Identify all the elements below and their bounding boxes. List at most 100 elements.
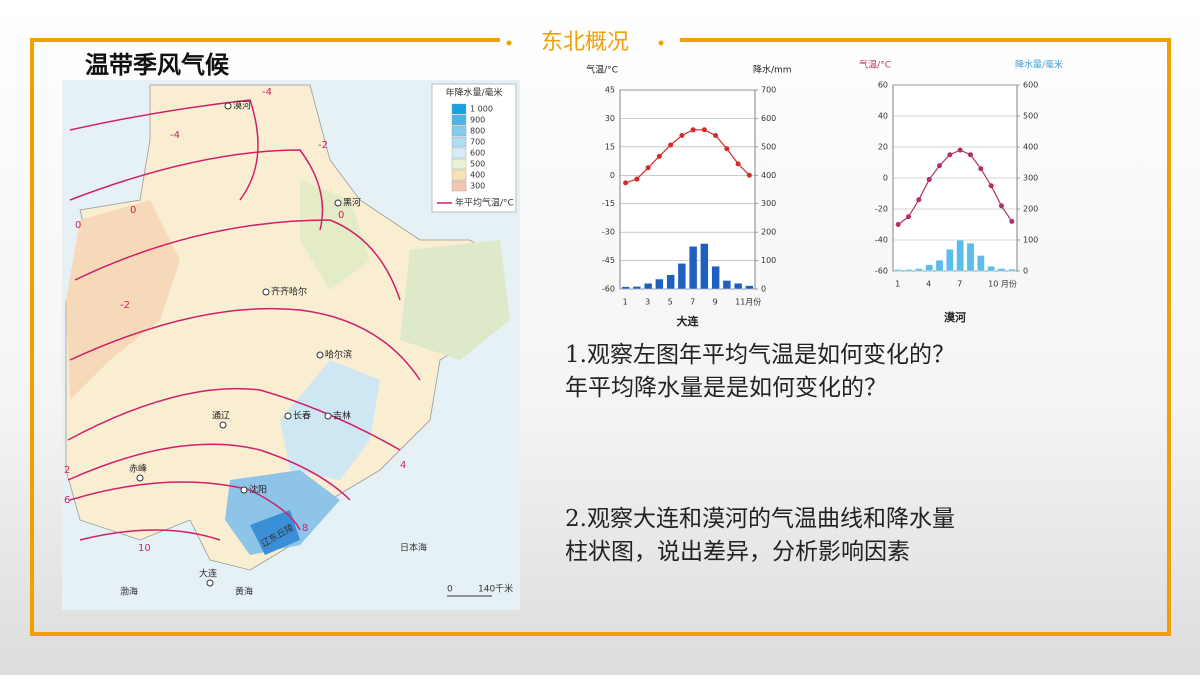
isotherm-label: -2 <box>318 140 328 151</box>
city-dot <box>316 351 324 359</box>
x-tick-label: 1 <box>895 280 900 289</box>
city-label: 齐齐哈尔 <box>271 286 307 298</box>
city-label: 沈阳 <box>249 484 267 496</box>
question-line: 年平均降水量是是如何变化的？ <box>565 375 887 401</box>
city-label: 吉林 <box>333 410 351 422</box>
legend-label: 900 <box>470 116 485 125</box>
temp-dot <box>634 176 640 182</box>
city-dot <box>334 199 342 207</box>
y2-tick-label: 100 <box>1023 236 1038 245</box>
y2-axis-label: 降水/mm <box>753 64 792 76</box>
city-dot <box>219 421 227 429</box>
city-label: 赤峰 <box>129 464 147 475</box>
city-dot <box>262 288 270 296</box>
precip-bar <box>722 280 732 290</box>
legend-swatch <box>451 125 467 137</box>
precip-bar <box>935 259 944 272</box>
precip-bar <box>677 263 687 290</box>
temp-line <box>897 149 1013 225</box>
temp-dot <box>988 183 994 189</box>
temp-dot <box>978 166 984 172</box>
city-dot <box>324 412 332 420</box>
isotherm-label: -2 <box>120 300 130 311</box>
y-tick-label: -40 <box>875 236 888 245</box>
x-tick-label: 4 <box>926 280 931 289</box>
precip-bar <box>666 274 675 290</box>
isotherm-label: 6 <box>64 495 70 506</box>
temp-dot <box>735 161 741 167</box>
legend-swatch <box>451 158 467 170</box>
temp-dot <box>1009 218 1015 224</box>
y2-tick-label: 500 <box>761 142 776 151</box>
precip-bar <box>925 264 933 272</box>
temp-dot <box>937 163 942 169</box>
y2-tick-label: 400 <box>1023 143 1038 152</box>
precip-bar <box>733 283 743 290</box>
isotherm-label: 4 <box>400 460 406 471</box>
wet-zone <box>400 240 510 360</box>
y-tick-label: -45 <box>602 256 615 265</box>
temp-dot <box>895 222 901 227</box>
question-line: 2.观察大连和漠河的气温曲线和降水量 <box>565 506 955 532</box>
isotherm-label: 8 <box>302 523 308 534</box>
city-dot <box>240 486 248 494</box>
precip-bar <box>745 285 754 290</box>
chart-caption: 漠河 <box>944 310 966 324</box>
y-axis-label: 气温/°C <box>859 59 891 71</box>
chart-caption: 大连 <box>677 314 700 328</box>
y-tick-label: -15 <box>602 199 615 208</box>
temp-dot <box>724 146 730 152</box>
heading: 温带季风气候 <box>85 51 230 79</box>
y2-tick-label: 600 <box>1023 81 1038 90</box>
precip-bar <box>946 249 954 272</box>
legend-label: 1 000 <box>470 105 493 114</box>
scale-label: 140千米 <box>478 583 513 595</box>
precip-bar <box>1008 268 1016 272</box>
x-tick-label: 1 <box>623 298 628 307</box>
wet-zone <box>250 510 300 555</box>
precip-bar <box>688 246 698 290</box>
city-label: 大连 <box>199 568 217 580</box>
legend-isotherm: 年平均气温/°C <box>455 197 514 209</box>
city-dot <box>136 474 144 482</box>
y-tick-label: 40 <box>878 112 888 121</box>
legend-title: 年降水量/毫米 <box>445 87 502 99</box>
precip-bar <box>966 242 975 272</box>
temp-dot <box>957 147 963 153</box>
question-line: 1.观察左图年平均气温是如何变化的？ <box>565 342 955 368</box>
city-label: 长春 <box>293 410 311 422</box>
legend-label: 800 <box>470 127 485 136</box>
y2-tick-label: 100 <box>761 256 776 265</box>
y2-tick-label: 600 <box>761 114 776 123</box>
x-tick-label: 7 <box>690 298 695 307</box>
x-tick-label: 9 <box>713 298 718 307</box>
city-label: 漠河 <box>233 100 251 112</box>
city-label: 通辽 <box>212 411 230 422</box>
precip-bar <box>915 268 923 272</box>
feature-label: 渤海 <box>120 586 138 598</box>
legend-label: 300 <box>470 182 485 191</box>
y-tick-label: 0 <box>883 174 888 183</box>
plot-frame <box>619 89 756 290</box>
y2-tick-label: 300 <box>1023 174 1038 183</box>
precip-bar <box>655 278 664 290</box>
temp-dot <box>968 152 973 158</box>
legend-label: 700 <box>470 138 485 147</box>
isotherm-label: -4 <box>170 130 180 141</box>
temp-dot <box>916 197 922 203</box>
y-tick-label: 0 <box>610 171 615 180</box>
temp-dot <box>645 165 651 171</box>
y-tick-label: -20 <box>875 205 888 214</box>
legend-swatch <box>451 169 467 181</box>
y-tick-label: 30 <box>605 114 615 123</box>
x-tick-label: 10 月份 <box>988 279 1017 289</box>
y-tick-label: -30 <box>602 228 615 237</box>
y-tick-label: 15 <box>605 142 615 151</box>
precip-bar <box>894 269 902 272</box>
temp-dot <box>690 127 696 133</box>
precip-bar <box>904 269 913 272</box>
isotherm-label: 0 <box>130 205 136 216</box>
